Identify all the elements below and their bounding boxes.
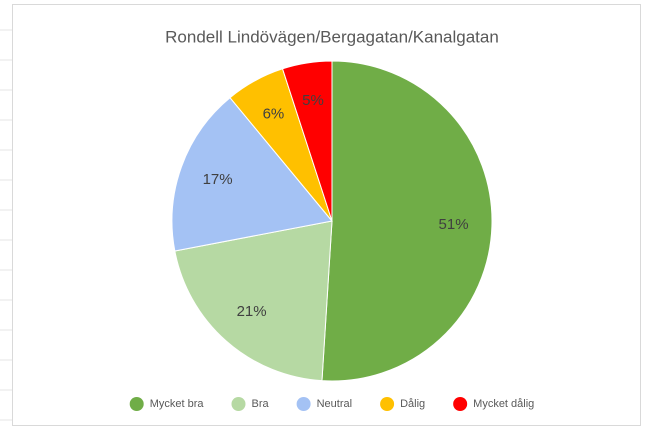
chart-title: Rondell Lindövägen/Bergagatan/Kanalgatan xyxy=(165,27,499,46)
legend-marker xyxy=(231,397,246,411)
legend-label: Mycket bra xyxy=(150,398,205,410)
pie-slice xyxy=(281,60,333,222)
pie-slice xyxy=(174,220,333,382)
legend-marker xyxy=(380,397,395,411)
data-label: 21% xyxy=(237,303,267,320)
legend-label: Bra xyxy=(251,398,269,410)
legend-label: Mycket dålig xyxy=(473,398,534,410)
legend-marker xyxy=(296,397,311,411)
data-label: 51% xyxy=(439,216,469,233)
data-label: 6% xyxy=(263,105,285,122)
data-label: 17% xyxy=(203,171,233,188)
pie-slice xyxy=(171,97,333,252)
legend-label: Neutral xyxy=(317,398,352,410)
legend-marker xyxy=(129,397,144,411)
pie-slice xyxy=(321,60,493,382)
legend-marker xyxy=(453,397,468,411)
legend-label: Dålig xyxy=(400,398,425,410)
data-label: 5% xyxy=(302,92,324,109)
sheet-grid xyxy=(0,29,12,421)
